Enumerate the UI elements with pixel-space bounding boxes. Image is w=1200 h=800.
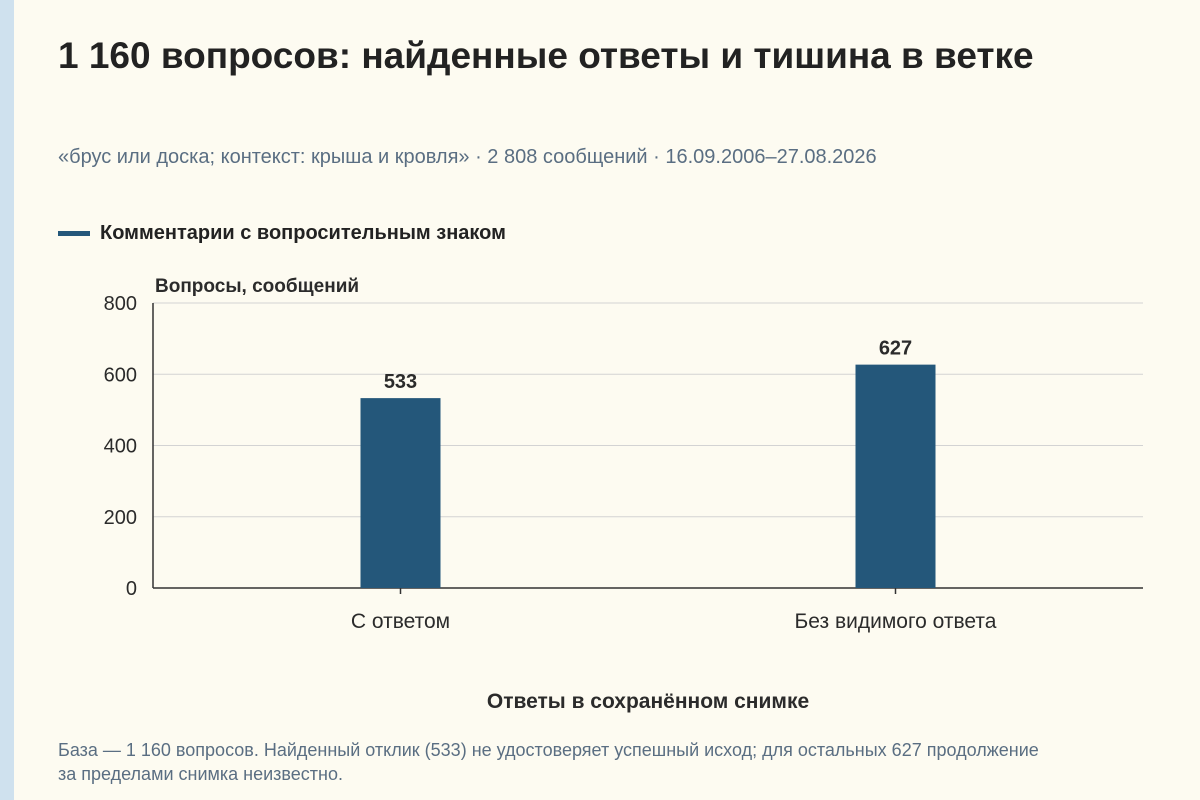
bar bbox=[360, 398, 441, 588]
bar bbox=[855, 364, 936, 588]
legend-swatch bbox=[58, 230, 90, 236]
y-axis-title: Вопросы, сообщений bbox=[155, 276, 359, 297]
left-edge-strip bbox=[0, 0, 14, 800]
chart-subtitle: «брус или доска; контекст: крыша и кровл… bbox=[58, 146, 877, 168]
y-tick-label: 0 bbox=[126, 578, 137, 600]
legend-label: Комментарии с вопросительным знаком bbox=[100, 221, 506, 244]
footnote: База — 1 160 вопросов. Найденный отклик … bbox=[58, 740, 1039, 784]
x-axis-title: Ответы в сохранённом снимке bbox=[487, 690, 809, 713]
page-title: 1 160 вопросов: найденные ответы и тишин… bbox=[58, 35, 1034, 76]
bar-value-label: 533 bbox=[384, 371, 417, 393]
bar-value-label: 627 bbox=[879, 338, 912, 360]
y-tick-label: 200 bbox=[104, 507, 137, 529]
y-tick-label: 600 bbox=[104, 364, 137, 386]
x-tick-label: Без видимого ответа bbox=[795, 610, 997, 633]
x-tick-label: С ответом bbox=[351, 610, 450, 633]
chart-legend: Комментарии с вопросительным знаком bbox=[58, 220, 506, 246]
y-tick-label: 400 bbox=[104, 436, 137, 458]
y-tick-label: 800 bbox=[104, 293, 137, 315]
